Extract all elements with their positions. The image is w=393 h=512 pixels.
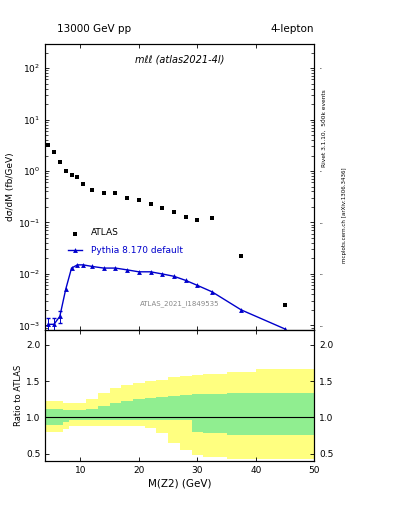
Text: ATLAS_2021_I1849535: ATLAS_2021_I1849535 bbox=[140, 301, 220, 307]
Y-axis label: dσ/dM (fb/GeV): dσ/dM (fb/GeV) bbox=[6, 153, 15, 221]
Text: mcplots.cern.ch [arXiv:1306.3436]: mcplots.cern.ch [arXiv:1306.3436] bbox=[342, 167, 347, 263]
X-axis label: M(Z2) (GeV): M(Z2) (GeV) bbox=[148, 479, 211, 489]
Text: 13000 GeV pp: 13000 GeV pp bbox=[57, 24, 131, 34]
Text: Pythia 8.170 default: Pythia 8.170 default bbox=[91, 246, 183, 254]
Text: mℓℓ (atlas2021-4l): mℓℓ (atlas2021-4l) bbox=[135, 55, 224, 65]
Y-axis label: Ratio to ATLAS: Ratio to ATLAS bbox=[14, 365, 23, 426]
Text: ATLAS: ATLAS bbox=[91, 228, 119, 238]
Text: 4-lepton: 4-lepton bbox=[271, 24, 314, 34]
Text: Rivet 3.1.10,  500k events: Rivet 3.1.10, 500k events bbox=[322, 89, 327, 167]
